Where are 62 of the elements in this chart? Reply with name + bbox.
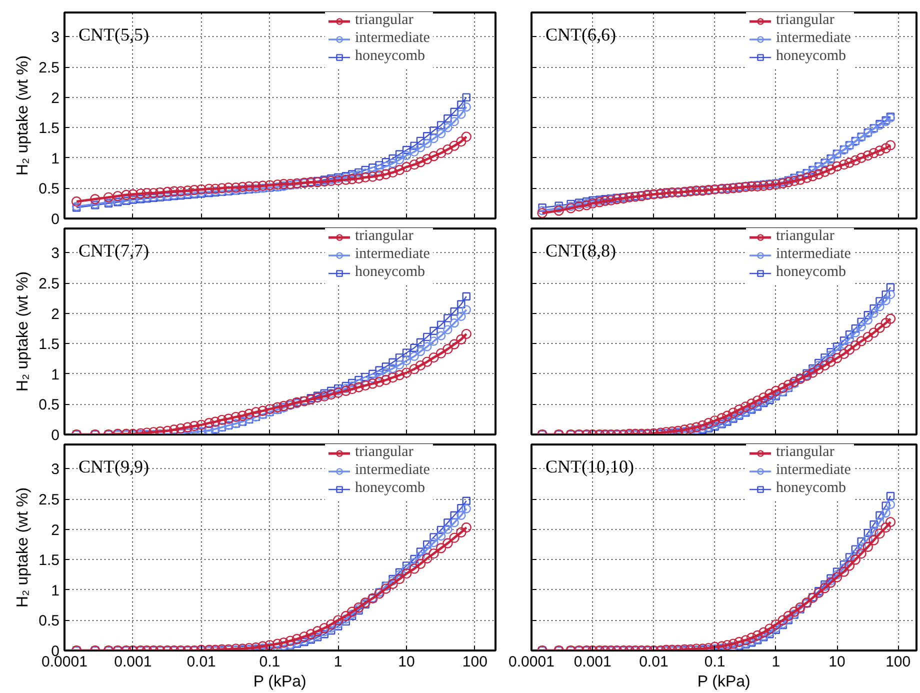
y-tick-label: 2: [51, 90, 60, 107]
legend-label: honeycomb: [776, 480, 846, 497]
x-axis-title: P (kPa): [253, 674, 306, 690]
legend-label: intermediate: [776, 462, 851, 479]
legend-label: intermediate: [355, 30, 430, 47]
x-axis-title: P (kPa): [697, 674, 750, 690]
x-tick-label: 1: [334, 654, 342, 670]
y-tick-label: 2.5: [38, 276, 60, 293]
x-tick-label: 0.0001: [508, 654, 554, 670]
x-tick-label: 10: [398, 654, 415, 670]
y-tick-label: 0: [51, 427, 60, 444]
x-tick-label: 100: [886, 654, 911, 670]
y-tick-label: 1.5: [38, 552, 60, 570]
x-tick-label: 10: [828, 654, 846, 670]
y-tick-label: 0: [51, 211, 60, 228]
x-tick-label: 1: [772, 654, 780, 670]
y-tick-label: 0.5: [38, 396, 60, 414]
legend-label: honeycomb: [355, 48, 425, 65]
legend-label: intermediate: [776, 246, 851, 263]
text: CNT(9,9): [78, 456, 149, 476]
y-axis-title: H₂ uptake (wt %): [14, 487, 32, 608]
legend-label: intermediate: [355, 246, 430, 263]
legend-label: honeycomb: [355, 480, 425, 497]
x-tick-label: 0.1: [259, 654, 280, 670]
legend-label: triangular: [355, 228, 414, 245]
legend-label: triangular: [776, 444, 834, 461]
legend-label: triangular: [355, 12, 414, 29]
y-tick-label: 1: [51, 366, 60, 384]
text: CNT(10,10): [546, 456, 634, 476]
x-tick-label: 0.01: [186, 654, 216, 670]
y-tick-label: 3: [51, 29, 60, 46]
y-tick-label: 3: [51, 245, 60, 262]
x-tick-label: 100: [462, 654, 488, 670]
legend-label: intermediate: [355, 462, 430, 479]
y-axis-title: H₂ uptake (wt %): [14, 271, 32, 392]
y-tick-label: 2.5: [38, 492, 60, 509]
y-axis-title: H₂ uptake (wt %): [14, 55, 32, 176]
legend-label: triangular: [776, 228, 834, 245]
y-tick-label: 2.5: [38, 60, 60, 77]
x-tick-label: 0.001: [574, 654, 612, 670]
legend-label: honeycomb: [355, 264, 425, 281]
legend-label: triangular: [355, 444, 414, 461]
text: CNT(8,8): [546, 240, 616, 260]
y-tick-label: 1: [51, 582, 60, 600]
y-tick-label: 0.5: [38, 612, 60, 630]
y-tick-label: 1: [51, 150, 60, 168]
legend-label: triangular: [776, 12, 834, 29]
x-tick-label: 0.001: [114, 654, 152, 670]
legend-label: honeycomb: [776, 264, 846, 281]
x-tick-label: 0.01: [639, 654, 668, 670]
text: CNT(7,7): [78, 240, 149, 260]
text: CNT(6,6): [546, 24, 616, 44]
y-tick-label: 0.5: [38, 180, 60, 198]
y-tick-label: 1.5: [38, 336, 60, 354]
y-tick-label: 2: [51, 522, 60, 539]
x-tick-label: 0.1: [704, 654, 726, 670]
legend-label: intermediate: [776, 30, 851, 47]
y-tick-label: 2: [51, 306, 60, 323]
y-tick-label: 1.5: [38, 120, 60, 138]
legend-label: honeycomb: [776, 48, 846, 65]
y-tick-label: 3: [51, 461, 60, 478]
text: CNT(5,5): [78, 24, 149, 44]
